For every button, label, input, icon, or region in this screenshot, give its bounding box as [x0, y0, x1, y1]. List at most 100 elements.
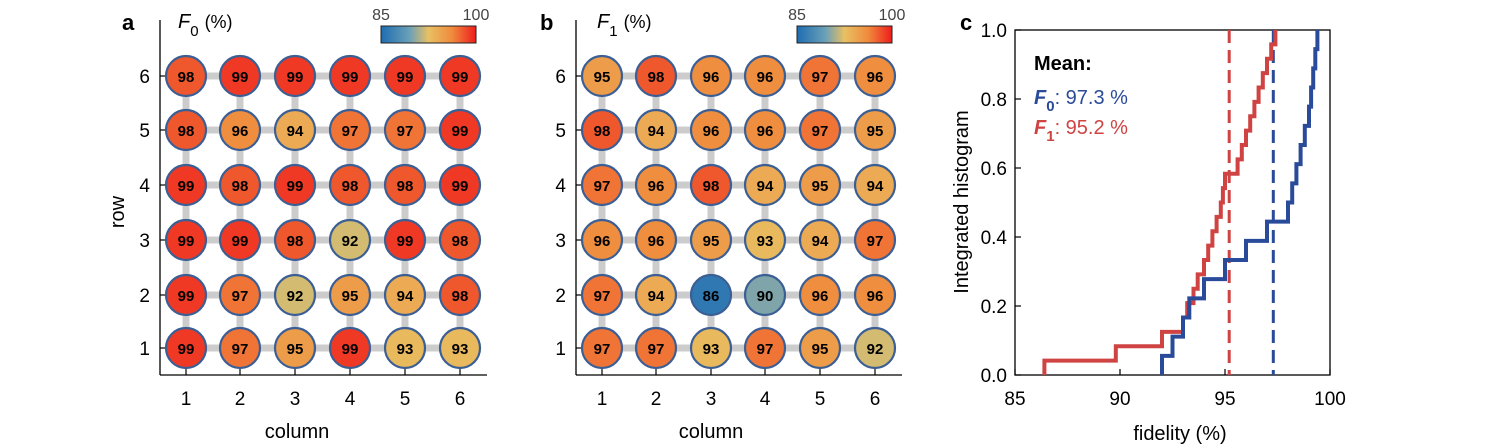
panel-a-qubit-node	[328, 54, 372, 98]
panel-a-node-value: 99	[452, 123, 469, 140]
panel-a-x-tick-label: 2	[235, 389, 246, 410]
panel-c-y-tick-label: 0.6	[981, 159, 1007, 180]
panel-a-node-value: 92	[287, 288, 304, 305]
panel-b-qubit-node	[853, 163, 897, 207]
panel-b-qubit-node	[580, 163, 624, 207]
panel-c-y-tick-label: 1.0	[981, 21, 1007, 42]
panel-b-node-value: 90	[757, 288, 774, 305]
panel-b-node-value: 93	[757, 233, 774, 250]
legend-f1-mean: : 95.2 %	[1055, 117, 1129, 139]
panel-a-node-value: 99	[232, 233, 249, 250]
panel-b-y-tick-label: 3	[555, 231, 566, 252]
panel-b-node-value: 96	[757, 69, 774, 86]
panel-a-node-value: 98	[452, 233, 469, 250]
panel-a-node-value: 92	[342, 233, 359, 250]
panel-a-x-tick-label: 4	[345, 389, 356, 410]
panel-b-qubit-node	[689, 108, 733, 152]
panel-b-node-value: 95	[812, 341, 829, 358]
panel-a-qubit-node	[273, 108, 317, 152]
panel-c-y-tick-label: 0.4	[981, 228, 1008, 249]
panel-b-node-value: 96	[812, 288, 829, 305]
panel-b-qubit-node	[634, 326, 678, 370]
panel-a-qubit-node	[328, 108, 372, 152]
panel-b-title-sub: 1	[609, 23, 617, 40]
panel-a-qubit-node	[383, 218, 427, 262]
panel-a-node-value: 98	[287, 233, 304, 250]
panel-a-qubit-node	[383, 108, 427, 152]
panel-b-y-tick-label: 5	[555, 121, 566, 142]
panel-b-qubit-node	[634, 273, 678, 317]
panel-a-qubit-node	[164, 54, 208, 98]
panel-b-node-value: 97	[757, 341, 774, 358]
panel-c-y-tick-label: 0.8	[981, 90, 1007, 111]
panel-b-qubit-node	[689, 273, 733, 317]
panel-b-qubit-node	[580, 54, 624, 98]
panel-a-node-value: 97	[232, 288, 249, 305]
panel-a-qubit-node	[438, 163, 482, 207]
panel-b-node-value: 96	[867, 288, 884, 305]
panel-a-qubit-node	[218, 273, 262, 317]
panel-a-node-value: 99	[178, 178, 195, 195]
panel-b-qubit-node	[853, 54, 897, 98]
panel-b-qubit-node	[743, 273, 787, 317]
panel-b-y-tick-label: 6	[555, 67, 566, 88]
panel-b-node-value: 98	[648, 69, 665, 86]
panel-a-node-value: 97	[397, 123, 414, 140]
panel-a-node-value: 97	[342, 123, 359, 140]
panel-b-colorbar	[796, 25, 893, 44]
panel-b-qubit-node	[798, 273, 842, 317]
panel-a-qubit-node	[438, 54, 482, 98]
panel-b-node-value: 96	[703, 123, 720, 140]
panel-b-qubit-node	[853, 273, 897, 317]
panel-a-node-value: 94	[397, 288, 414, 305]
panel-b-qubit-node	[580, 218, 624, 262]
panel-b-qubit-node	[853, 218, 897, 262]
panel-a-qubit-node	[328, 218, 372, 262]
panel-b-x-tick-label: 2	[651, 389, 662, 410]
panel-a-title-main: F	[178, 11, 192, 33]
panel-a-node-value: 99	[452, 69, 469, 86]
panel-b-node-value: 96	[648, 233, 665, 250]
panel-b-qubit-node	[743, 326, 787, 370]
panel-b-qubit-node	[798, 108, 842, 152]
panel-b-qubit-node	[634, 218, 678, 262]
panel-a-qubit-node	[328, 273, 372, 317]
panel-a-node-value: 99	[178, 233, 195, 250]
panel-a-title-unit: (%)	[205, 12, 233, 32]
panel-b-node-value: 94	[867, 178, 884, 195]
panel-b-node-value: 92	[867, 341, 884, 358]
panel-a-node-value: 99	[342, 341, 359, 358]
panel-c: c Integrated histogram fidelity (%) 85 90…	[951, 10, 1346, 445]
panel-b-title-main: F	[597, 11, 611, 33]
panel-a: a F0 (%) 85 100 row column 1 2 3 4 5 6 1 2 3 4 5 6 99…	[107, 7, 489, 443]
panel-a-node-value: 98	[397, 178, 414, 195]
panel-b-qubit-node	[689, 54, 733, 98]
panel-a-qubit-node	[218, 163, 262, 207]
panel-b-x-tick-label: 3	[706, 389, 717, 410]
legend-f1-sub: 1	[1046, 128, 1054, 145]
panel-a-x-tick-label: 3	[290, 389, 301, 410]
panel-a-y-tick-label: 1	[139, 339, 150, 360]
panel-b-qubit-node	[743, 163, 787, 207]
panel-a-qubit-node	[164, 273, 208, 317]
panel-b-qubit-node	[580, 273, 624, 317]
panel-b-node-value: 97	[594, 178, 611, 195]
panel-c-y-tick-label: 0.0	[981, 366, 1007, 387]
panel-a-node-value: 99	[342, 69, 359, 86]
panel-a-qubit-node	[383, 163, 427, 207]
panel-a-node-value: 99	[397, 233, 414, 250]
panel-c-axes-box	[1014, 29, 1331, 376]
panel-b-node-value: 93	[703, 341, 720, 358]
panel-a-qubit-node	[218, 108, 262, 152]
panel-a-qubit-node	[383, 326, 427, 370]
legend-title: Mean:	[1034, 53, 1092, 75]
panel-b-y-tick-label: 4	[555, 176, 566, 197]
panel-b-node-value: 97	[594, 288, 611, 305]
panel-a-x-axis-label: column	[265, 421, 329, 443]
panel-a-node-value: 99	[287, 178, 304, 195]
legend-entry-f0: F0: 97.3 %	[1034, 87, 1128, 115]
panel-b-y-tick-label: 1	[555, 339, 566, 360]
panel-b-colorbar-max: 100	[879, 7, 906, 24]
panel-a-qubit-node	[438, 273, 482, 317]
